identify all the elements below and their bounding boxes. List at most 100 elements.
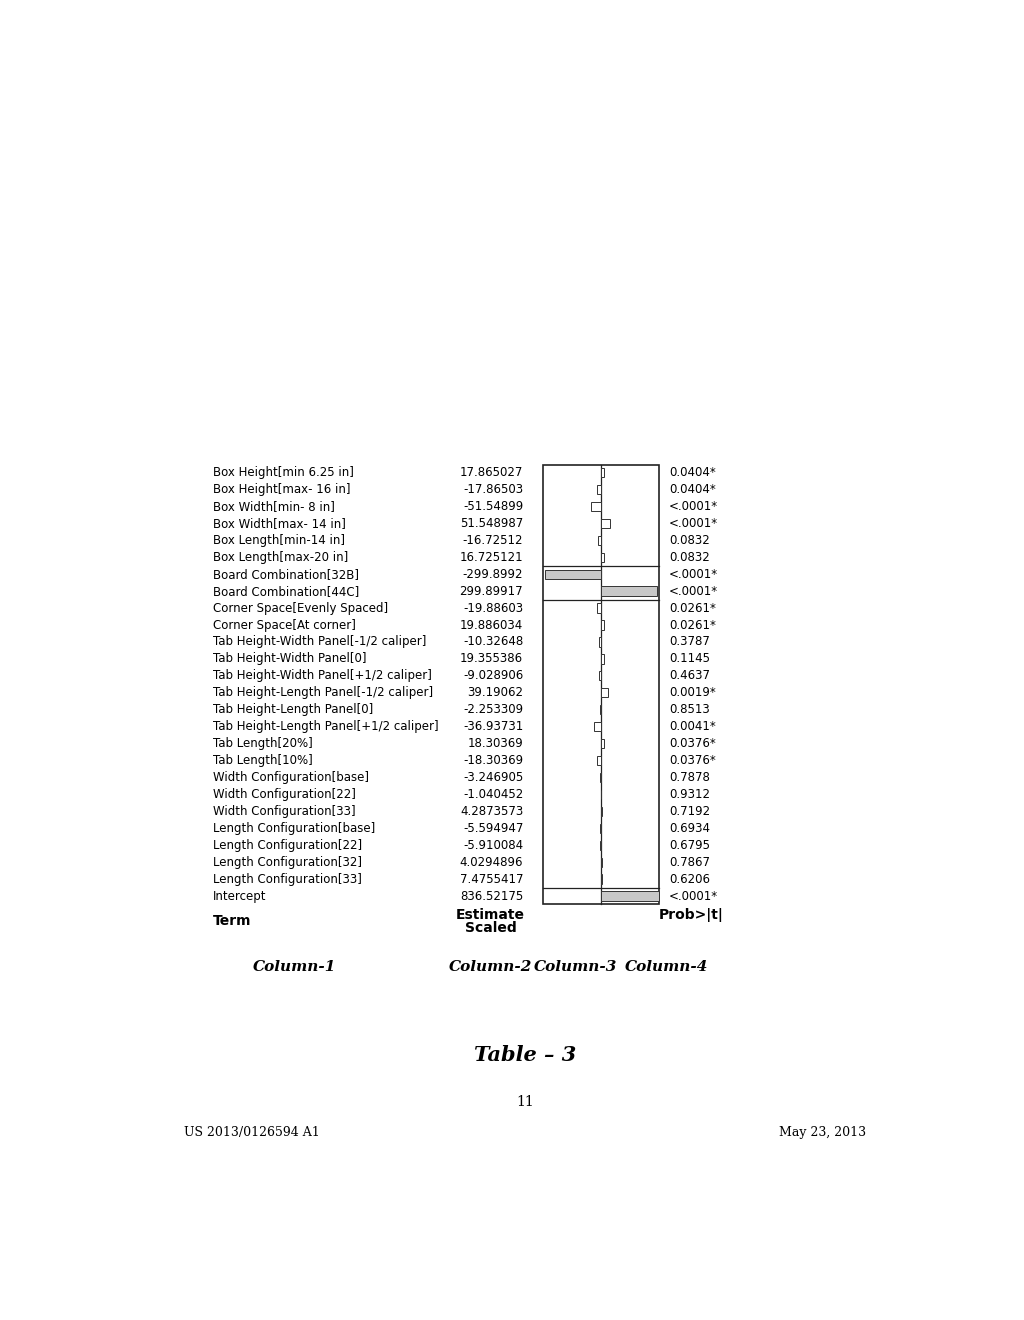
Bar bbox=[601, 620, 604, 630]
Text: 19.886034: 19.886034 bbox=[460, 619, 523, 631]
Bar bbox=[601, 586, 657, 595]
Bar bbox=[594, 722, 601, 731]
Text: Tab Height-Width Panel[+1/2 caliper]: Tab Height-Width Panel[+1/2 caliper] bbox=[213, 669, 432, 682]
Bar bbox=[597, 756, 601, 766]
Text: 39.19062: 39.19062 bbox=[467, 686, 523, 700]
Text: Tab Height-Width Panel[0]: Tab Height-Width Panel[0] bbox=[213, 652, 367, 665]
Text: Width Configuration[base]: Width Configuration[base] bbox=[213, 771, 370, 784]
Text: 0.0019*: 0.0019* bbox=[669, 686, 716, 700]
Text: <.0001*: <.0001* bbox=[669, 585, 718, 598]
Text: Corner Space[At corner]: Corner Space[At corner] bbox=[213, 619, 356, 631]
Text: <.0001*: <.0001* bbox=[669, 568, 718, 581]
Text: Length Configuration[33]: Length Configuration[33] bbox=[213, 873, 362, 886]
Text: Box Length[max-20 in]: Box Length[max-20 in] bbox=[213, 550, 348, 564]
Text: -19.88603: -19.88603 bbox=[463, 602, 523, 615]
Text: Intercept: Intercept bbox=[213, 890, 266, 903]
Text: 19.355386: 19.355386 bbox=[460, 652, 523, 665]
Text: 0.7867: 0.7867 bbox=[669, 855, 710, 869]
Text: -2.253309: -2.253309 bbox=[463, 704, 523, 717]
Text: Box Width[min- 8 in]: Box Width[min- 8 in] bbox=[213, 500, 335, 513]
Text: -51.54899: -51.54899 bbox=[463, 500, 523, 513]
Text: 0.0832: 0.0832 bbox=[669, 533, 710, 546]
Text: Width Configuration[22]: Width Configuration[22] bbox=[213, 788, 356, 801]
Text: -18.30369: -18.30369 bbox=[463, 754, 523, 767]
Text: -10.32648: -10.32648 bbox=[463, 635, 523, 648]
Text: 18.30369: 18.30369 bbox=[468, 737, 523, 750]
Text: 0.6206: 0.6206 bbox=[669, 873, 710, 886]
Text: 0.9312: 0.9312 bbox=[669, 788, 710, 801]
Text: -17.86503: -17.86503 bbox=[463, 483, 523, 496]
Text: 0.1145: 0.1145 bbox=[669, 652, 710, 665]
Text: Length Configuration[base]: Length Configuration[base] bbox=[213, 822, 376, 834]
Text: 0.0376*: 0.0376* bbox=[669, 754, 716, 767]
Text: 0.7878: 0.7878 bbox=[669, 771, 710, 784]
Bar bbox=[601, 891, 658, 900]
Text: Tab Height-Length Panel[+1/2 caliper]: Tab Height-Length Panel[+1/2 caliper] bbox=[213, 721, 439, 733]
Text: Scaled: Scaled bbox=[465, 921, 516, 936]
Bar bbox=[601, 739, 604, 748]
Text: 0.0376*: 0.0376* bbox=[669, 737, 716, 750]
Text: 0.0404*: 0.0404* bbox=[669, 483, 716, 496]
Bar bbox=[601, 655, 604, 664]
Text: 0.4637: 0.4637 bbox=[669, 669, 710, 682]
Text: Tab Length[10%]: Tab Length[10%] bbox=[213, 754, 313, 767]
Text: 0.6795: 0.6795 bbox=[669, 838, 710, 851]
Text: Width Configuration[33]: Width Configuration[33] bbox=[213, 805, 356, 818]
Text: Tab Length[20%]: Tab Length[20%] bbox=[213, 737, 313, 750]
Text: -1.040452: -1.040452 bbox=[463, 788, 523, 801]
Text: -5.910084: -5.910084 bbox=[463, 838, 523, 851]
Text: 0.0261*: 0.0261* bbox=[669, 602, 716, 615]
Text: 0.0832: 0.0832 bbox=[669, 550, 710, 564]
Text: Length Configuration[22]: Length Configuration[22] bbox=[213, 838, 362, 851]
Text: -16.72512: -16.72512 bbox=[463, 533, 523, 546]
Text: Term: Term bbox=[213, 913, 252, 928]
Text: 11: 11 bbox=[516, 1094, 534, 1109]
Text: Tab Height-Length Panel[0]: Tab Height-Length Panel[0] bbox=[213, 704, 374, 717]
Text: Column-2: Column-2 bbox=[449, 960, 532, 974]
Text: Table – 3: Table – 3 bbox=[474, 1045, 575, 1065]
Bar bbox=[601, 519, 610, 528]
Bar bbox=[599, 638, 601, 647]
Text: -5.594947: -5.594947 bbox=[463, 822, 523, 834]
Text: <.0001*: <.0001* bbox=[669, 500, 718, 513]
Text: Column-4: Column-4 bbox=[625, 960, 709, 974]
Text: Column-3: Column-3 bbox=[535, 960, 617, 974]
Text: 0.8513: 0.8513 bbox=[669, 704, 710, 717]
Text: 0.3787: 0.3787 bbox=[669, 635, 710, 648]
Text: Tab Height-Width Panel[-1/2 caliper]: Tab Height-Width Panel[-1/2 caliper] bbox=[213, 635, 427, 648]
Text: -36.93731: -36.93731 bbox=[463, 721, 523, 733]
Bar bbox=[545, 569, 601, 579]
Text: 4.0294896: 4.0294896 bbox=[460, 855, 523, 869]
Bar bbox=[601, 688, 608, 697]
Text: Estimate: Estimate bbox=[457, 908, 525, 921]
Text: May 23, 2013: May 23, 2013 bbox=[778, 1126, 866, 1139]
Text: 299.89917: 299.89917 bbox=[460, 585, 523, 598]
Text: Box Height[max- 16 in]: Box Height[max- 16 in] bbox=[213, 483, 351, 496]
Text: 0.7192: 0.7192 bbox=[669, 805, 710, 818]
Bar bbox=[599, 671, 601, 681]
Bar bbox=[543, 465, 658, 904]
Text: 0.0041*: 0.0041* bbox=[669, 721, 716, 733]
Bar bbox=[597, 484, 601, 494]
Text: 0.0261*: 0.0261* bbox=[669, 619, 716, 631]
Text: Box Height[min 6.25 in]: Box Height[min 6.25 in] bbox=[213, 466, 354, 479]
Bar bbox=[601, 874, 602, 884]
Text: -299.8992: -299.8992 bbox=[463, 568, 523, 581]
Text: 7.4755417: 7.4755417 bbox=[460, 873, 523, 886]
Text: -3.246905: -3.246905 bbox=[463, 771, 523, 784]
Text: Board Combination[44C]: Board Combination[44C] bbox=[213, 585, 359, 598]
Text: Corner Space[Evenly Spaced]: Corner Space[Evenly Spaced] bbox=[213, 602, 388, 615]
Text: 51.548987: 51.548987 bbox=[460, 517, 523, 529]
Text: Box Width[max- 14 in]: Box Width[max- 14 in] bbox=[213, 517, 346, 529]
Text: -9.028906: -9.028906 bbox=[463, 669, 523, 682]
Text: 836.52175: 836.52175 bbox=[460, 890, 523, 903]
Text: Length Configuration[32]: Length Configuration[32] bbox=[213, 855, 362, 869]
Bar bbox=[591, 502, 601, 511]
Bar bbox=[598, 536, 601, 545]
Bar bbox=[601, 553, 604, 562]
Text: 0.6934: 0.6934 bbox=[669, 822, 710, 834]
Text: Prob>|t|: Prob>|t| bbox=[658, 908, 724, 921]
Bar bbox=[597, 603, 601, 612]
Text: Box Length[min-14 in]: Box Length[min-14 in] bbox=[213, 533, 345, 546]
Text: Board Combination[32B]: Board Combination[32B] bbox=[213, 568, 359, 581]
